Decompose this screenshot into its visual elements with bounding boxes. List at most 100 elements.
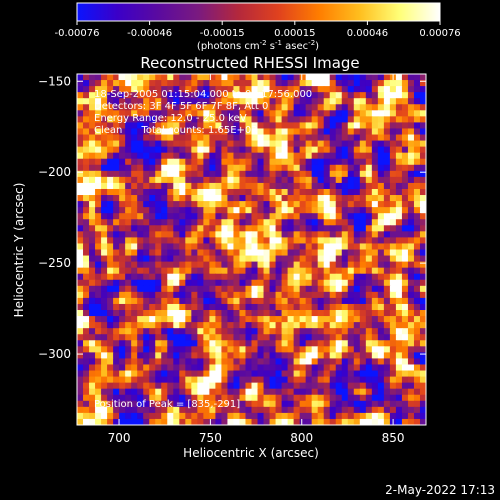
heatmap-cell — [89, 98, 96, 105]
heatmap-cell — [101, 134, 108, 142]
heatmap-cell — [131, 358, 138, 366]
heatmap-cell — [395, 170, 403, 178]
heatmap-cell — [209, 201, 216, 208]
heatmap-cell — [281, 267, 289, 275]
heatmap-cell — [119, 86, 126, 93]
heatmap-cell — [371, 104, 379, 111]
heatmap-cell — [323, 152, 331, 160]
heatmap-cell — [179, 243, 186, 251]
heatmap-cell — [413, 170, 421, 178]
heatmap-cell — [149, 303, 156, 311]
heatmap-cell — [191, 146, 198, 154]
heatmap-cell — [257, 310, 265, 317]
heatmap-cell — [179, 201, 186, 208]
heatmap-cell — [173, 237, 180, 245]
heatmap-cell — [281, 322, 289, 329]
heatmap-cell — [173, 364, 180, 372]
heatmap-cell — [245, 370, 253, 378]
heatmap-cell — [305, 418, 313, 425]
heatmap-cell — [143, 297, 150, 305]
heatmap-cell — [335, 352, 343, 360]
heatmap-cell — [395, 406, 403, 414]
heatmap-cell — [335, 394, 343, 402]
heatmap-cell — [311, 358, 319, 366]
heatmap-cell — [269, 231, 277, 238]
heatmap-cell — [287, 412, 295, 420]
heatmap-cell — [371, 334, 379, 341]
heatmap-cell — [263, 382, 271, 390]
heatmap-cell — [275, 394, 283, 402]
heatmap-cell — [125, 267, 132, 275]
heatmap-cell — [293, 98, 301, 105]
heatmap-cell — [299, 243, 307, 251]
heatmap-cell — [125, 334, 132, 341]
heatmap-cell — [317, 370, 325, 378]
heatmap-cell — [413, 334, 421, 341]
heatmap-cell — [329, 249, 337, 257]
heatmap-cell — [125, 406, 132, 414]
plot-frame — [76, 73, 427, 426]
heatmap-cell — [281, 316, 289, 323]
heatmap-cell — [245, 122, 253, 130]
heatmap-cell — [131, 207, 138, 214]
heatmap-cell — [413, 346, 421, 353]
heatmap-cell — [335, 182, 343, 190]
heatmap-cell — [335, 328, 343, 335]
heatmap-cell — [383, 267, 391, 275]
heatmap-cell — [299, 340, 307, 347]
heatmap-cell — [377, 303, 385, 311]
heatmap-cell — [221, 340, 229, 347]
heatmap-cell — [365, 279, 373, 287]
heatmap-cell — [317, 213, 325, 220]
heatmap-cell — [263, 273, 271, 281]
heatmap-cell — [89, 195, 96, 202]
heatmap-cell — [257, 140, 265, 148]
heatmap-cell — [323, 249, 331, 257]
heatmap-cell — [149, 376, 156, 384]
heatmap-cell — [155, 146, 162, 154]
heatmap-cell — [113, 213, 120, 220]
heatmap-cell — [347, 237, 355, 245]
heatmap-cell — [377, 394, 385, 402]
heatmap-cell — [131, 201, 138, 208]
heatmap-cell — [305, 310, 313, 317]
heatmap-cell — [161, 74, 168, 81]
heatmap-cell — [251, 152, 259, 160]
heatmap-cell — [401, 201, 409, 208]
heatmap-cell — [245, 195, 253, 202]
heatmap-cell — [233, 98, 241, 105]
heatmap-cell — [239, 128, 247, 136]
heatmap-cell — [281, 418, 289, 425]
heatmap-cell — [299, 364, 307, 372]
heatmap-cell — [125, 303, 132, 311]
heatmap-cell — [173, 164, 180, 172]
heatmap-cell — [401, 303, 409, 311]
heatmap-cell — [377, 291, 385, 299]
heatmap-cell — [269, 164, 277, 172]
heatmap-cell — [347, 231, 355, 238]
heatmap-cell — [197, 291, 204, 299]
heatmap-cell — [365, 249, 373, 257]
heatmap-cell — [77, 80, 84, 87]
heatmap-cell — [77, 382, 84, 390]
heatmap-cell — [173, 134, 180, 142]
heatmap-cell — [107, 418, 114, 425]
heatmap-cell — [275, 267, 283, 275]
heatmap-cell — [407, 213, 415, 220]
heatmap-cell — [317, 376, 325, 384]
heatmap-cell — [197, 352, 204, 360]
chart-title: Reconstructed RHESSI Image — [140, 54, 359, 72]
heatmap-cell — [383, 116, 391, 124]
colorbar-tick-label: -0.00076 — [55, 28, 100, 39]
heatmap-cell — [197, 225, 204, 232]
heatmap-cell — [407, 328, 415, 335]
heatmap-cell — [173, 273, 180, 281]
heatmap-cell — [83, 334, 90, 341]
heatmap-cell — [131, 86, 138, 93]
heatmap-cell — [407, 170, 415, 178]
heatmap-cell — [125, 285, 132, 293]
heatmap-cell — [377, 388, 385, 396]
heatmap-cell — [185, 297, 192, 305]
heatmap-cell — [419, 231, 426, 238]
heatmap-cell — [407, 128, 415, 136]
